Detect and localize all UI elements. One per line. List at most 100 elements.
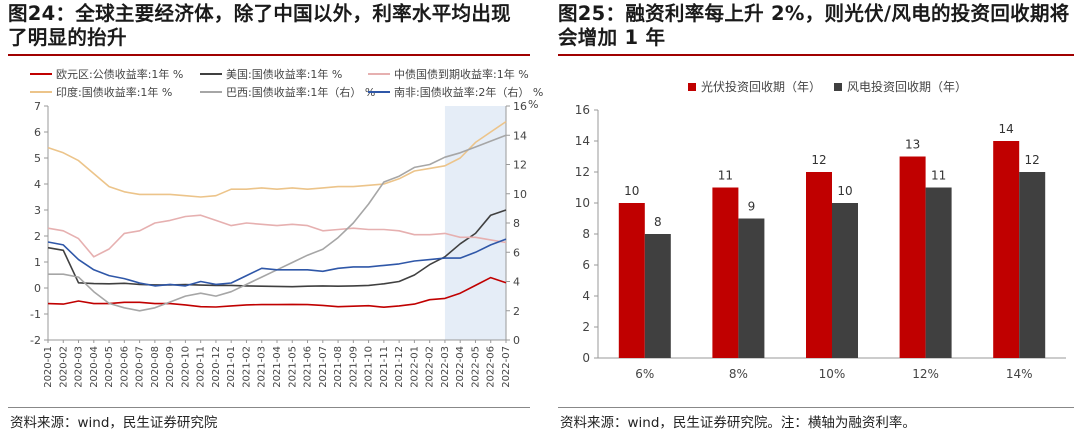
x-tick-label: 2020-10	[180, 346, 191, 388]
x-tick-label: 10%	[819, 367, 846, 381]
x-tick-label: 2021-11	[379, 346, 390, 388]
legend-label: 印度:国债收益率:1年 %	[56, 86, 173, 99]
x-tick-label: 2021-04	[272, 346, 283, 388]
legend-swatch	[834, 82, 842, 91]
x-tick-label: 8%	[729, 367, 748, 381]
legend-label: 风电投资回收期（年）	[847, 80, 968, 94]
x-tick-label: 2021-07	[318, 346, 329, 388]
bar-1	[1019, 172, 1046, 358]
x-tick-label: 6%	[635, 367, 654, 381]
x-tick-label: 2022-01	[409, 346, 420, 388]
y-tick-label-right: 0	[513, 334, 520, 347]
y-tick-label: 16	[575, 103, 590, 117]
right-bar-chart: 0 2 4 6 8 10 12 14 16 6% 10 8 8% 11 9 10% 12 10 12% 13 11 14%…	[575, 103, 1066, 381]
data-label: 12	[1025, 153, 1040, 167]
x-tick-label: 2020-07	[135, 346, 146, 388]
x-tick-label: 2021-08	[333, 346, 344, 388]
highlight-band	[444, 106, 506, 340]
x-tick-label: 2021-02	[241, 346, 252, 388]
legend-swatch	[200, 91, 222, 93]
y-tick-label-left: 1	[34, 256, 41, 269]
x-tick-label: 2022-05	[470, 346, 481, 388]
data-label: 10	[837, 184, 852, 198]
left-chart-panel: 图24：全球主要经济体，除了中国以外，利率水平均出现了明显的抬升 欧元区:公债收…	[8, 2, 544, 431]
x-tick-label: 2020-05	[104, 346, 115, 388]
x-tick-label: 2020-09	[165, 346, 176, 388]
right-axis-unit: %	[528, 100, 538, 111]
x-tick-label: 12%	[912, 367, 939, 381]
x-tick-label: 2022-02	[425, 346, 436, 388]
y-tick-label: 14	[575, 134, 590, 148]
legend-label: 美国:国债收益率:1年 %	[226, 68, 343, 81]
y-tick-label-left: 7	[34, 100, 41, 113]
series-line-4	[48, 134, 507, 312]
left-chart-title: 图24：全球主要经济体，除了中国以外，利率水平均出现了明显的抬升	[8, 2, 511, 49]
legend-item: 印度:国债收益率:1年 %	[30, 84, 172, 100]
x-tick-label: 2022-06	[486, 346, 497, 388]
y-tick-label-right: 8	[513, 217, 520, 230]
x-tick-label: 2021-06	[303, 346, 314, 388]
x-tick-label: 2020-12	[211, 346, 222, 388]
x-tick-label: 2020-08	[150, 346, 161, 388]
legend-label: 欧元区:公债收益率:1年 %	[56, 68, 184, 81]
data-label: 13	[905, 138, 920, 152]
legend-swatch	[200, 73, 222, 75]
data-label: 14	[999, 122, 1014, 136]
bar-1	[738, 218, 765, 358]
bar-0	[993, 141, 1020, 358]
x-tick-label: 2022-03	[440, 346, 451, 388]
legend-item: 光伏投资回收期（年）	[688, 78, 821, 95]
data-label: 11	[718, 169, 733, 183]
y-tick-label: 6	[582, 258, 590, 272]
left-source-note: 资料来源：wind，民生证券研究院	[10, 415, 218, 431]
title-divider	[558, 54, 1074, 56]
series-line-0	[47, 276, 507, 308]
x-tick-label: 14%	[1006, 367, 1033, 381]
y-tick-label-right: 2	[513, 305, 520, 318]
x-tick-label: 2021-05	[287, 346, 298, 388]
bar-1	[925, 187, 952, 358]
x-tick-label: 2022-04	[455, 346, 466, 388]
bar-0	[899, 156, 926, 358]
x-tick-label: 2020-03	[74, 346, 85, 388]
right-source-note: 资料来源：wind，民生证券研究院。注：横轴为融资利率。	[560, 415, 916, 431]
series-line-5	[47, 238, 507, 287]
legend-label: 中债国债到期收益率:1年 %	[394, 68, 529, 81]
y-tick-label-left: -1	[30, 308, 41, 321]
x-tick-label: 2020-11	[196, 346, 207, 388]
data-label: 9	[748, 200, 756, 214]
series-line-1	[47, 209, 507, 288]
y-tick-label-right: 12	[513, 159, 527, 172]
y-tick-label-left: 0	[34, 282, 41, 295]
y-tick-label: 2	[582, 320, 590, 334]
y-tick-label-right: 6	[513, 246, 520, 259]
y-tick-label-left: 5	[34, 152, 41, 165]
legend-item: 中债国债到期收益率:1年 %	[368, 66, 529, 82]
x-tick-label: 2021-12	[394, 346, 405, 388]
legend-item: 巴西:国债收益率:1年（右） %	[200, 84, 375, 100]
legend-item: 美国:国债收益率:1年 %	[200, 66, 342, 82]
bar-1	[832, 203, 858, 358]
source-divider	[8, 407, 530, 408]
legend-swatch	[30, 91, 52, 93]
legend-swatch	[30, 73, 52, 75]
source-divider	[558, 407, 1074, 408]
y-tick-label-left: 3	[34, 204, 41, 217]
y-tick-label-left: 6	[34, 126, 41, 139]
y-tick-label-left: 2	[34, 230, 41, 243]
y-tick-label: 12	[575, 165, 590, 179]
legend-swatch	[368, 91, 390, 93]
data-label: 8	[654, 215, 662, 229]
data-label: 11	[931, 169, 946, 183]
x-tick-label: 2020-06	[119, 346, 130, 388]
x-tick-label: 2021-01	[226, 346, 237, 388]
y-tick-label-right: 10	[513, 188, 527, 201]
y-tick-label-right: 4	[513, 276, 520, 289]
legend-label: 南非:国债收益率:2年（右） %	[394, 86, 544, 99]
x-tick-label: 2021-10	[364, 346, 375, 388]
legend-label: 光伏投资回收期（年）	[701, 80, 822, 94]
x-tick-label: 2022-07	[501, 346, 512, 388]
data-label: 12	[811, 153, 826, 167]
bar-1	[644, 234, 671, 358]
